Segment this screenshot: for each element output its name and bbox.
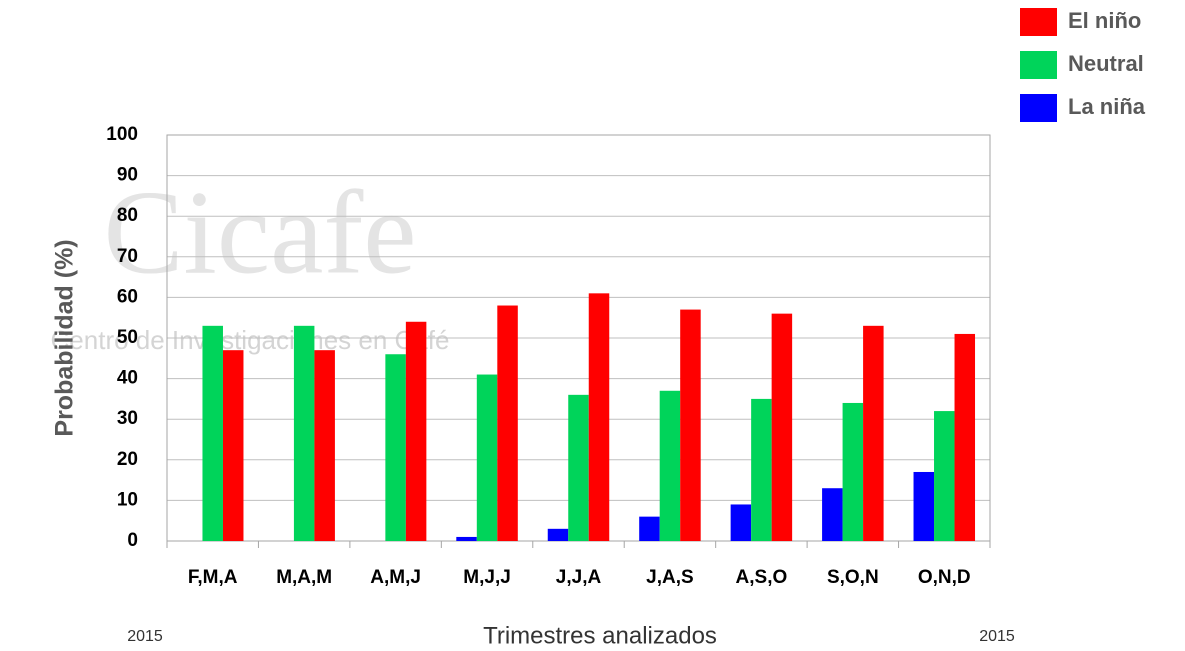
bar [456,536,477,541]
year-label: 2015 [127,628,163,645]
bar [934,411,955,541]
legend-swatch [1020,8,1057,36]
y-tick-label: 90 [117,165,138,186]
bar [405,321,427,541]
x-tick-label: A,S,O [736,567,788,588]
bar [568,394,589,541]
bar [314,350,335,541]
bar [730,504,752,541]
bar [588,293,610,541]
watermark-subtitle: Centro de Investigaciones en Café [51,325,450,355]
bar [659,390,681,541]
bar [842,402,864,541]
bar [639,516,660,541]
x-tick-label: M,J,J [463,567,511,588]
bar [751,398,772,541]
y-tick-label: 80 [117,205,138,226]
x-tick-label: J,J,A [556,567,602,588]
bar [476,374,498,541]
x-tick-label: O,N,D [918,567,971,588]
y-tick-label: 10 [117,489,138,510]
x-tick-label: F,M,A [188,567,238,588]
y-tick-label: 20 [117,449,138,470]
y-axis-title: Probabilidad (%) [51,239,79,436]
bar [680,309,701,541]
y-tick-label: 50 [117,327,138,348]
bar [954,333,976,541]
bar [913,471,935,541]
bar [222,350,244,541]
y-tick-label: 40 [117,368,138,389]
x-tick-label: J,A,S [646,567,694,588]
bar [771,313,793,541]
x-tick-label: S,O,N [827,567,879,588]
y-tick-label: 30 [117,408,138,429]
y-tick-label: 70 [117,246,138,267]
bar [497,305,518,541]
bar [385,354,406,541]
y-tick-label: 100 [106,124,138,145]
bar [202,325,223,541]
x-axis-title: Trimestres analizados [483,622,717,649]
x-tick-label: A,M,J [370,567,421,588]
y-tick-label: 0 [127,530,138,551]
bar [822,488,843,541]
bar [547,528,569,541]
legend-label: El niño [1068,8,1141,33]
x-tick-label: M,A,M [276,567,332,588]
legend-label: Neutral [1068,51,1144,76]
bar [863,325,884,541]
bar [293,325,315,541]
legend-swatch [1020,94,1057,122]
legend-label: La niña [1068,94,1146,119]
year-label: 2015 [979,628,1015,645]
legend-swatch [1020,51,1057,79]
watermark: Cicafe [103,166,416,299]
y-tick-label: 60 [117,286,138,307]
